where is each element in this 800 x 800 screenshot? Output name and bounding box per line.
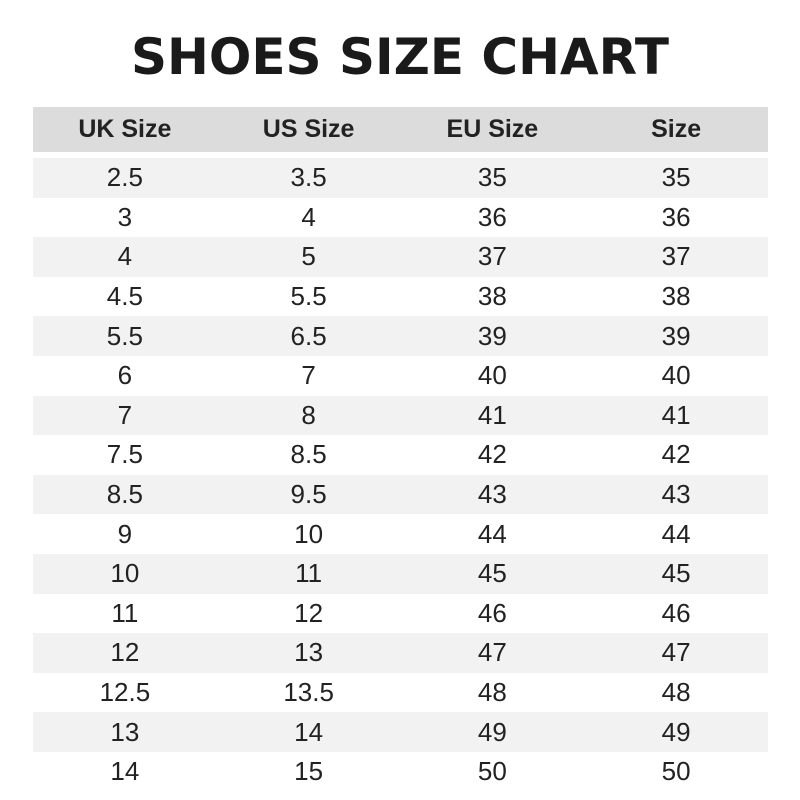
cell-us: 7 <box>301 360 316 391</box>
cell-us: 4 <box>301 201 316 232</box>
cell-uk: 7 <box>117 399 133 430</box>
cell-us: 3.5 <box>290 162 327 193</box>
cell-size: 37 <box>661 241 691 272</box>
header-us-size: US Size <box>262 115 355 143</box>
cell-uk: 3 <box>117 201 133 232</box>
cell-uk: 12 <box>110 637 140 668</box>
table-row: 12 13 47 47 <box>33 633 768 673</box>
cell-size: 46 <box>661 597 691 628</box>
cell-size: 45 <box>661 558 691 589</box>
cell-size: 47 <box>661 637 691 668</box>
table-row: 4 5 37 37 <box>33 237 768 277</box>
cell-size: 44 <box>661 518 691 549</box>
cell-eu: 37 <box>477 241 507 272</box>
table-row: 5.5 6.5 39 39 <box>33 316 768 356</box>
table-row: 2.5 3.5 35 35 <box>33 158 768 198</box>
table-row: 3 4 36 36 <box>33 198 768 238</box>
cell-us: 15 <box>294 756 324 787</box>
cell-size: 42 <box>661 439 691 470</box>
cell-eu: 47 <box>477 637 507 668</box>
cell-size: 41 <box>661 399 691 430</box>
cell-size: 38 <box>661 281 691 312</box>
cell-eu: 39 <box>477 320 507 351</box>
table-row: 10 11 45 45 <box>33 553 768 594</box>
cell-eu: 50 <box>477 756 507 787</box>
cell-us: 11 <box>295 558 323 589</box>
cell-uk: 6 <box>117 360 133 391</box>
cell-size: 36 <box>661 201 691 232</box>
cell-us: 8 <box>301 399 316 430</box>
table-row: 12.5 13.5 48 48 <box>33 673 768 713</box>
cell-uk: 9 <box>117 518 133 549</box>
cell-eu: 36 <box>477 201 507 232</box>
table-row: 7 8 41 41 <box>33 395 768 436</box>
cell-uk: 7.5 <box>106 439 143 470</box>
table-row: 8.5 9.5 43 43 <box>33 474 768 515</box>
table-header: UK Size US Size EU Size Size <box>33 107 768 152</box>
cell-eu: 44 <box>477 518 507 549</box>
table-row: 7.5 8.5 42 42 <box>33 435 768 475</box>
cell-size: 35 <box>661 162 691 193</box>
cell-uk: 11 <box>111 597 139 628</box>
cell-eu: 40 <box>477 360 507 391</box>
cell-size: 50 <box>661 756 691 787</box>
cell-eu: 43 <box>477 479 507 510</box>
cell-eu: 48 <box>477 677 507 708</box>
cell-us: 10 <box>294 518 324 549</box>
cell-eu: 35 <box>477 162 507 193</box>
cell-eu: 46 <box>477 597 507 628</box>
table-row: 9 10 44 44 <box>33 514 768 554</box>
cell-uk: 13 <box>110 716 140 747</box>
header-size: Size <box>651 115 702 143</box>
cell-eu: 38 <box>477 281 507 312</box>
cell-eu: 41 <box>477 399 507 430</box>
cell-uk: 4.5 <box>106 281 143 312</box>
table-row: 4.5 5.5 38 38 <box>33 277 768 317</box>
cell-size: 43 <box>661 479 691 510</box>
header-uk-size: UK Size <box>78 115 172 143</box>
cell-size: 49 <box>661 716 691 747</box>
cell-uk: 14 <box>110 756 140 787</box>
cell-us: 5.5 <box>290 281 327 312</box>
cell-eu: 45 <box>477 558 507 589</box>
table-row: 13 14 49 49 <box>33 712 768 752</box>
cell-eu: 49 <box>477 716 507 747</box>
cell-us: 14 <box>294 716 324 747</box>
cell-uk: 12.5 <box>99 677 151 708</box>
cell-us: 12 <box>294 597 324 628</box>
cell-us: 13.5 <box>283 677 334 708</box>
table-row: 11 12 46 46 <box>33 594 768 634</box>
page-title: SHOES SIZE CHART <box>131 28 669 86</box>
cell-us: 13 <box>294 637 324 668</box>
cell-eu: 42 <box>477 439 507 470</box>
size-table: UK Size US Size EU Size Size 2.5 3.5 35 35 3… <box>33 107 768 792</box>
cell-size: 39 <box>661 320 691 351</box>
header-eu-size: EU Size <box>446 115 539 143</box>
cell-uk: 4 <box>117 241 133 272</box>
cell-us: 6.5 <box>290 320 327 351</box>
cell-uk: 2.5 <box>106 162 143 193</box>
table-row: 14 15 50 50 <box>33 752 768 792</box>
cell-uk: 5.5 <box>106 320 143 351</box>
cell-size: 48 <box>661 677 691 708</box>
table-body: 2.5 3.5 35 35 3 4 36 36 4 5 37 37 4.5 5.5 38 38 5.5 6.5 39… <box>33 158 768 792</box>
cell-uk: 10 <box>110 558 140 589</box>
cell-us: 8.5 <box>290 439 327 470</box>
table-row: 6 7 40 40 <box>33 356 768 396</box>
cell-uk: 8.5 <box>106 479 143 510</box>
cell-size: 40 <box>661 360 691 391</box>
cell-us: 5 <box>301 241 316 272</box>
cell-us: 9.5 <box>290 479 327 510</box>
